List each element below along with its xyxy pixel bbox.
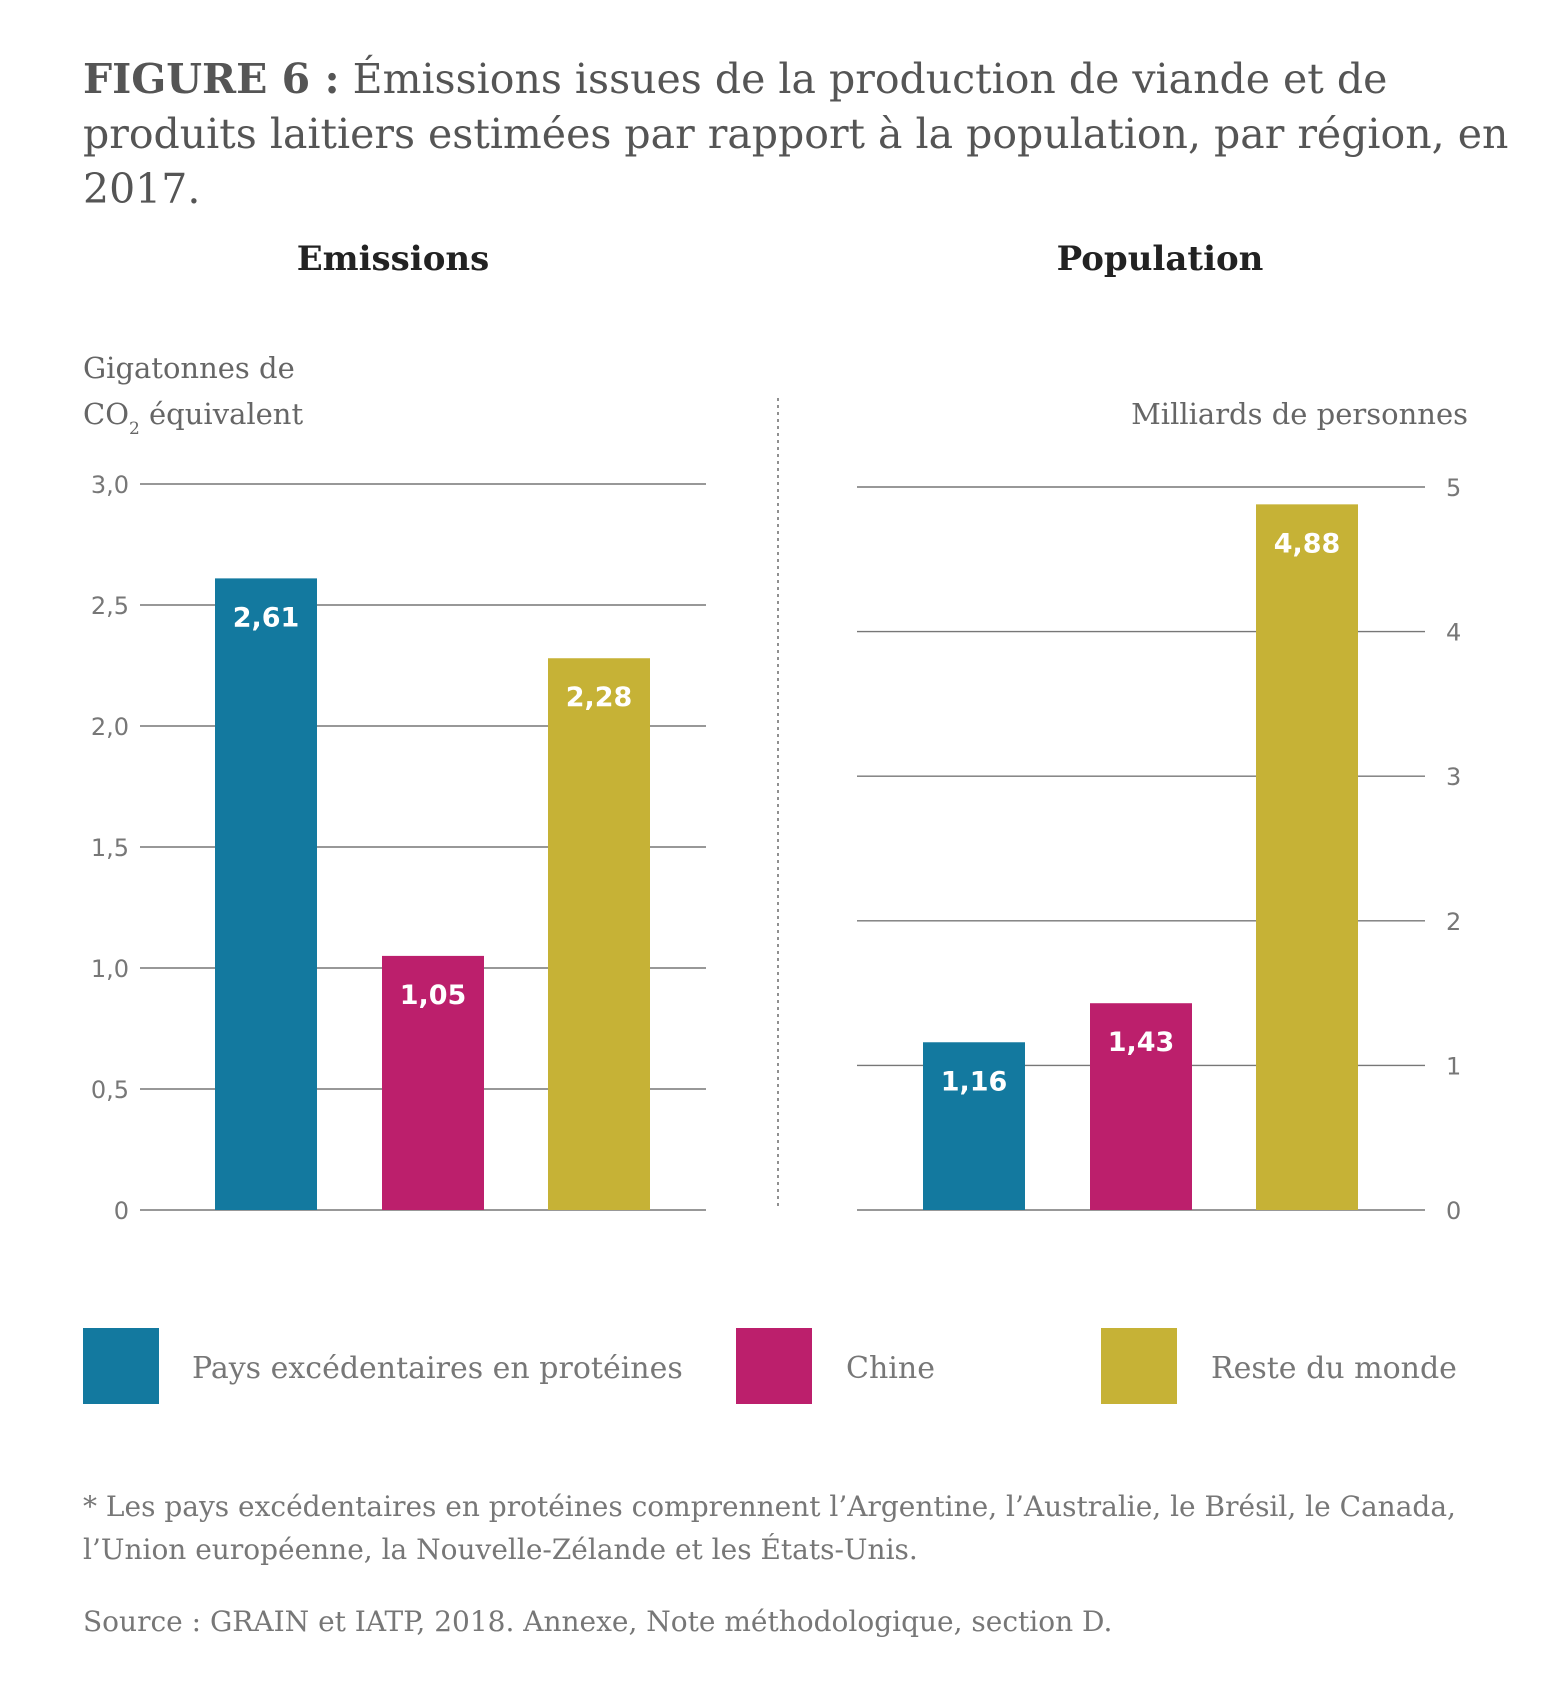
- population-tick-labels: 0 1 2 3 4 5: [1446, 474, 1461, 1225]
- population-tick-label: 2: [1446, 908, 1461, 936]
- emissions-tick-label: 3,0: [91, 471, 129, 499]
- population-bar-rest: [1256, 504, 1358, 1210]
- population-tick-label: 1: [1446, 1052, 1461, 1080]
- population-value-labels: 1,16 1,43 4,88: [941, 528, 1341, 1097]
- footnote: * Les pays excédentaires en protéines co…: [83, 1490, 1456, 1566]
- emissions-bar-china: [382, 955, 484, 1210]
- legend-swatch-surplus: [83, 1328, 159, 1404]
- emissions-bar-surplus: [215, 578, 317, 1210]
- figure-label: FIGURE 6 :: [83, 55, 340, 103]
- legend-label-surplus: Pays excédentaires en protéines: [192, 1351, 683, 1386]
- population-bars: [923, 504, 1358, 1210]
- emissions-value-labels: 2,61 1,05 2,28: [233, 602, 633, 1011]
- emissions-tick-label: 1,0: [91, 955, 129, 983]
- emissions-tick-label: 1,5: [91, 834, 129, 862]
- emissions-ylabel-subscript: 2: [129, 419, 140, 439]
- population-value-label-rest: 4,88: [1274, 528, 1341, 559]
- emissions-tick-labels: 0 0,5 1,0 1,5 2,0 2,5 3,0: [91, 471, 129, 1225]
- source-note: Source : GRAIN et IATP, 2018. Annexe, No…: [83, 1605, 1113, 1638]
- emissions-panel: Emissions Gigatonnes de CO2 équivalent 0…: [83, 239, 706, 1225]
- population-value-label-surplus: 1,16: [941, 1066, 1008, 1097]
- population-ylabel: Milliards de personnes: [1131, 397, 1468, 431]
- emissions-tick-label: 2,0: [91, 713, 129, 741]
- legend-label-rest: Reste du monde: [1211, 1351, 1457, 1386]
- emissions-ylabel-line1: Gigatonnes de: [83, 351, 295, 385]
- legend-label-china: Chine: [846, 1351, 935, 1386]
- emissions-value-label-rest: 2,28: [566, 682, 633, 713]
- chart-canvas: Emissions Gigatonnes de CO2 équivalent 0…: [83, 239, 1468, 1404]
- population-tick-label: 4: [1446, 619, 1461, 647]
- population-panel-title: Population: [1057, 239, 1264, 279]
- population-value-label-china: 1,43: [1108, 1027, 1175, 1058]
- legend: Pays excédentaires en protéines Chine Re…: [83, 1328, 1457, 1404]
- emissions-ylabel-rest: équivalent: [140, 397, 304, 431]
- emissions-value-label-surplus: 2,61: [233, 602, 300, 633]
- figure-title: FIGURE 6 : Émissions issues de la produc…: [83, 52, 1523, 217]
- emissions-value-label-china: 1,05: [400, 980, 467, 1011]
- emissions-ylabel-line2: CO2 équivalent: [83, 397, 303, 439]
- emissions-panel-title: Emissions: [297, 239, 490, 279]
- population-tick-label: 5: [1446, 474, 1461, 502]
- emissions-tick-label: 0,5: [91, 1076, 129, 1104]
- figure-title-text: Émissions issues de la production de via…: [83, 55, 1509, 213]
- emissions-ylabel-co: CO: [83, 397, 129, 431]
- emissions-bar-rest: [548, 658, 650, 1210]
- emissions-tick-label: 0: [114, 1197, 129, 1225]
- population-tick-label: 0: [1446, 1197, 1461, 1225]
- population-panel: Population Milliards de personnes 0 1 2 3 4 5…: [857, 239, 1468, 1225]
- population-bar-surplus: [923, 1042, 1025, 1210]
- population-tick-label: 3: [1446, 763, 1461, 791]
- legend-swatch-china: [736, 1328, 812, 1404]
- emissions-tick-label: 2,5: [91, 592, 129, 620]
- legend-swatch-rest: [1101, 1328, 1177, 1404]
- population-bar-china: [1090, 1003, 1192, 1210]
- emissions-bars: [215, 578, 650, 1210]
